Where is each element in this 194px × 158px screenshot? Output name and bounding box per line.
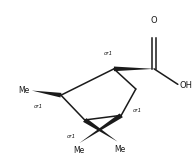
Text: or1: or1 [34,103,43,109]
Text: O: O [151,16,157,25]
Polygon shape [83,118,118,142]
Text: Me: Me [74,146,85,155]
Text: Me: Me [18,86,29,95]
Text: or1: or1 [133,108,142,113]
Text: Me: Me [114,145,125,154]
Text: or1: or1 [104,52,113,56]
Text: or1: or1 [66,134,76,139]
Polygon shape [79,113,123,143]
Polygon shape [114,67,154,71]
Text: OH: OH [180,81,193,90]
Polygon shape [32,91,61,97]
